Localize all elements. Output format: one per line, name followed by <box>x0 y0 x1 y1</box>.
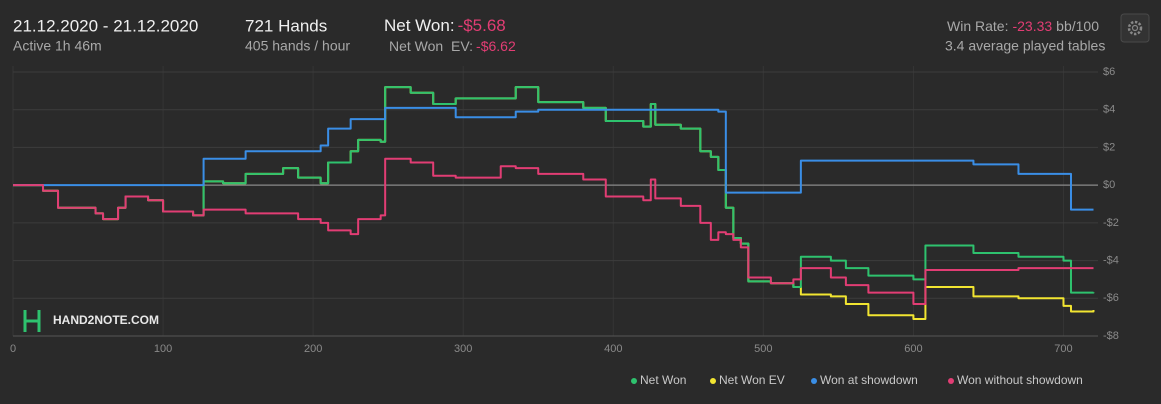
legend-label: Won without showdown <box>957 373 1083 387</box>
logo-text: HAND2NOTE.COM <box>53 313 159 327</box>
net-won-ev-value: -$6.62 <box>476 38 516 54</box>
win-rate-unit: bb/100 <box>1056 18 1099 34</box>
legend-label: Won at showdown <box>820 373 918 387</box>
hands: 721 Hands <box>245 16 327 35</box>
legend-label: Net Won <box>640 373 686 387</box>
logo-icon <box>23 310 41 332</box>
x-tick-label: 0 <box>10 343 16 355</box>
legend-marker <box>948 378 954 384</box>
x-tick-label: 400 <box>604 343 622 355</box>
logo: HAND2NOTE.COM <box>23 310 159 332</box>
settings-button[interactable] <box>1120 13 1150 43</box>
y-tick-label: $6 <box>1103 66 1115 78</box>
gear[interactable] <box>1127 20 1143 36</box>
hands-per-hour: 405 hands / hour <box>245 38 350 54</box>
legend-marker <box>811 378 817 384</box>
gear-hub[interactable] <box>1131 24 1139 32</box>
y-tick-label: $2 <box>1103 141 1115 153</box>
legend-marker <box>631 378 637 384</box>
win-rate-value: -23.33 <box>1012 18 1052 34</box>
net-won-label: Net Won: <box>384 16 455 35</box>
series-line <box>13 157 1094 305</box>
y-tick-label: -$4 <box>1103 254 1119 266</box>
y-tick-label: -$6 <box>1103 292 1119 304</box>
y-tick-label: $0 <box>1103 179 1115 191</box>
plot: 0 100 200 300 400 500 600 700 -$8 -$6 -$4 -$2 $0 $2 $4… <box>10 66 1119 355</box>
y-tick-label: -$2 <box>1103 217 1119 229</box>
net-won-ev: Net Won EV: -$6.62 <box>389 38 516 54</box>
settings-box[interactable] <box>1120 13 1150 43</box>
legend-marker <box>710 378 716 384</box>
x-tick-label: 600 <box>904 343 922 355</box>
x-tick-label: 500 <box>754 343 772 355</box>
active-time: Active 1h 46m <box>13 38 102 54</box>
legend-label: Net Won EV <box>719 373 785 387</box>
win-rate: Win Rate: -23.33 bb/100 <box>947 18 1099 34</box>
x-tick-label: 700 <box>1054 343 1072 355</box>
net-won-value: -$5.68 <box>458 16 506 35</box>
x-tick-label: 300 <box>454 343 472 355</box>
tables: 3.4 average played tables <box>945 38 1105 54</box>
win-rate-label: Win Rate: <box>947 18 1008 34</box>
series-line <box>13 106 1094 211</box>
x-tick-label: 200 <box>304 343 322 355</box>
x-tick-label: 100 <box>154 343 172 355</box>
y-tick-label: $4 <box>1103 104 1115 116</box>
date-range: 21.12.2020 - 21.12.2020 <box>13 16 198 35</box>
net-won-ev-label: Net Won EV: <box>389 38 473 54</box>
y-tick-label: -$8 <box>1103 330 1119 342</box>
net-won: Net Won: -$5.68 <box>384 16 506 35</box>
